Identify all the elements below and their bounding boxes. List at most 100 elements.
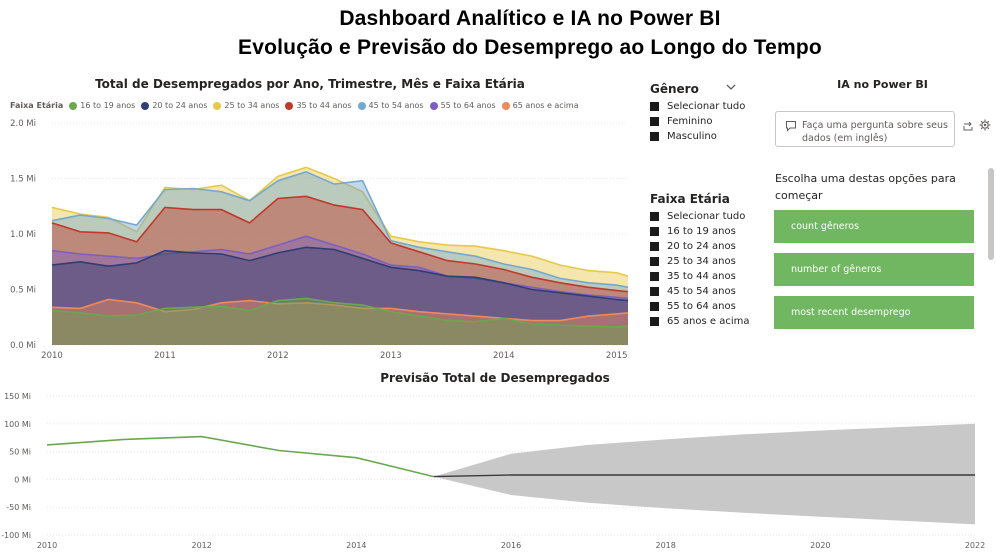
area-series-line <box>51 170 629 289</box>
legend-item[interactable]: 55 to 64 anos <box>429 101 496 110</box>
qa-scrollbar[interactable] <box>988 168 994 260</box>
y-tick-label: 50 Mi <box>9 448 31 457</box>
actual-line <box>46 435 434 478</box>
x-tick-label: 2016 <box>501 541 521 550</box>
x-tick-label: 2010 <box>41 351 63 361</box>
legend-label: 65 anos e acima <box>512 101 579 110</box>
legend-item[interactable]: 25 to 34 anos <box>213 101 279 110</box>
qa-title: IA no Power BI <box>837 78 928 91</box>
checkbox[interactable] <box>650 317 659 326</box>
slicer-option[interactable]: Selecionar tudo <box>650 209 749 224</box>
y-tick-label: 0 Mi <box>14 475 31 484</box>
share-icon[interactable] <box>963 117 974 136</box>
area-series-fill <box>52 167 628 345</box>
faixa-slicer: Selecionar tudo 16 to 19 anos 20 to 24 a… <box>650 209 749 329</box>
slicer-option[interactable]: Feminino <box>650 114 745 129</box>
checkbox[interactable] <box>650 257 659 266</box>
area-series-line <box>51 166 629 277</box>
checkbox[interactable] <box>650 302 659 311</box>
gear-icon[interactable] <box>979 116 991 135</box>
qa-suggestion-button[interactable]: most recent desemprego <box>774 296 974 329</box>
legend-label: 20 to 24 anos <box>152 101 208 110</box>
genero-slicer: Selecionar tudo Feminino Masculino <box>650 99 745 144</box>
checkbox[interactable] <box>650 117 659 126</box>
y-tick-label: 0.5 Mi <box>10 286 36 296</box>
x-tick-label: 2015 <box>606 351 628 361</box>
legend-dot <box>141 101 150 110</box>
slicer-option[interactable]: 45 to 54 anos <box>650 284 749 299</box>
area-series-line <box>51 297 629 329</box>
checkbox[interactable] <box>650 272 659 281</box>
legend-label: 55 to 64 anos <box>440 101 496 110</box>
legend-item[interactable]: 65 anos e acima <box>501 101 579 110</box>
legend-item[interactable]: 45 to 54 anos <box>357 101 424 110</box>
legend-dot <box>357 101 366 110</box>
x-tick-label: 2018 <box>655 541 675 550</box>
slicer-option-label: 55 to 64 anos <box>667 301 736 312</box>
slicer-option-label: Selecionar tudo <box>667 211 746 222</box>
x-tick-label: 2012 <box>191 541 211 550</box>
x-tick-label: 2014 <box>346 541 366 550</box>
forecast-chart[interactable]: -100 Mi -50 Mi 0 Mi 50 Mi 100 Mi 150 Mi 2010 20… <box>0 386 996 558</box>
area-series-line <box>51 298 629 322</box>
y-tick-label: 2.0 Mi <box>10 119 36 129</box>
qa-suggestion-button[interactable]: count gêneros <box>774 210 974 243</box>
slicer-option[interactable]: 20 to 24 anos <box>650 239 749 254</box>
qa-suggestion-button[interactable]: number of gêneros <box>774 253 974 286</box>
x-tick-label: 2014 <box>493 351 515 361</box>
area-series-fill <box>52 298 628 345</box>
chat-bubble-icon <box>785 120 797 135</box>
legend-dot <box>501 101 510 110</box>
y-tick-label: -100 Mi <box>1 531 31 540</box>
forecast-confidence-band <box>433 423 975 525</box>
slicer-option[interactable]: Masculino <box>650 129 745 144</box>
area-series-fill <box>52 236 628 345</box>
forecast-line <box>433 474 975 478</box>
area-chart[interactable]: 0.0 Mi 0.5 Mi 1.0 Mi 1.5 Mi 2.0 Mi 2010 2011 20… <box>0 114 640 364</box>
legend-item[interactable]: 16 to 19 anos <box>69 101 135 110</box>
x-tick-label: 2013 <box>380 351 402 361</box>
area-series-fill <box>52 171 628 345</box>
forecast-chart-title: Previsão Total de Desempregados <box>380 371 610 385</box>
area-chart-title: Total de Desempregados por Ano, Trimestr… <box>95 77 525 91</box>
slicer-option[interactable]: 35 to 44 anos <box>650 269 749 284</box>
legend-label: 25 to 34 anos <box>224 101 280 110</box>
genero-slicer-title: Gênero <box>650 82 699 96</box>
checkbox[interactable] <box>650 227 659 236</box>
legend-dot <box>285 101 294 110</box>
checkbox[interactable] <box>650 287 659 296</box>
y-tick-label: 0.0 Mi <box>10 341 36 351</box>
area-series-line <box>51 246 629 302</box>
chevron-down-icon[interactable] <box>725 80 737 97</box>
legend-item[interactable]: 35 to 44 anos <box>285 101 352 110</box>
qa-question-input[interactable]: Faça uma pergunta sobre seus dados (em i… <box>775 111 955 147</box>
legend-title: Faixa Etária <box>10 101 64 110</box>
checkbox[interactable] <box>650 132 659 141</box>
area-series-line <box>51 195 629 293</box>
checkbox[interactable] <box>650 102 659 111</box>
slicer-option[interactable]: 65 anos e acima <box>650 314 749 329</box>
y-tick-label: -50 Mi <box>6 503 31 512</box>
legend-label: 16 to 19 anos <box>80 101 136 110</box>
legend-dot <box>69 101 78 110</box>
qa-placeholder: Faça uma pergunta sobre seus dados (em i… <box>802 120 948 144</box>
checkbox[interactable] <box>650 242 659 251</box>
checkbox[interactable] <box>650 212 659 221</box>
x-tick-label: 2011 <box>154 351 176 361</box>
slicer-option[interactable]: 16 to 19 anos <box>650 224 749 239</box>
legend-label: 35 to 44 anos <box>296 101 352 110</box>
dashboard-subtitle: Evolução e Previsão do Desemprego ao Lon… <box>238 36 822 59</box>
slicer-option[interactable]: Selecionar tudo <box>650 99 745 114</box>
qa-prompt-text: Escolha uma destas opções para começar <box>775 172 956 202</box>
legend-item[interactable]: 20 to 24 anos <box>141 101 207 110</box>
dashboard-title: Dashboard Analítico e IA no Power BI <box>339 7 721 30</box>
legend-label: 45 to 54 anos <box>368 101 424 110</box>
slicer-option-label: 20 to 24 anos <box>667 241 736 252</box>
area-series-fill <box>52 299 628 345</box>
x-tick-label: 2010 <box>37 541 57 550</box>
slicer-option[interactable]: 55 to 64 anos <box>650 299 749 314</box>
x-tick-label: 2012 <box>267 351 289 361</box>
y-tick-label: 100 Mi <box>4 420 31 429</box>
slicer-option[interactable]: 25 to 34 anos <box>650 254 749 269</box>
slicer-option-label: 16 to 19 anos <box>667 226 736 237</box>
